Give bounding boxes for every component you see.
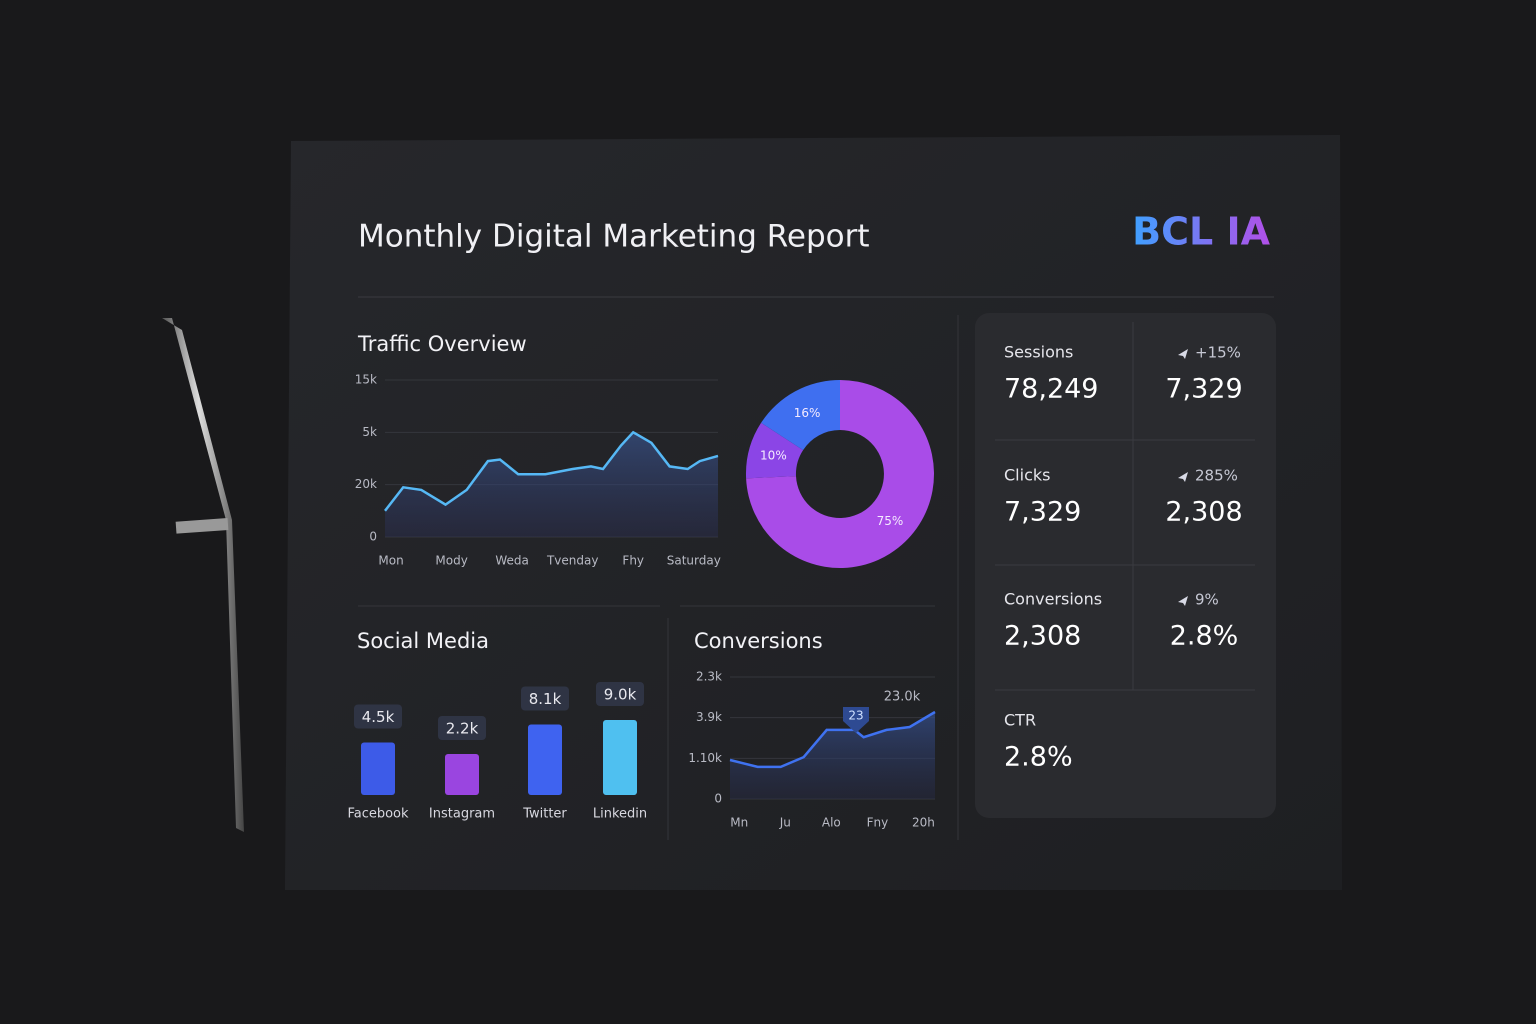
category-label: Facebook [347, 807, 409, 822]
x-tick-label: Mody [435, 554, 467, 568]
bar [361, 742, 395, 795]
x-tick-label: Tvenday [546, 554, 599, 568]
x-tick-label: Ju [779, 816, 791, 830]
slice-label: 10% [760, 448, 787, 462]
kpi-change: 285% [1195, 467, 1238, 485]
y-tick-label: 15k [355, 373, 377, 387]
kpi-change: 9% [1195, 591, 1219, 609]
x-tick-label: Alo [822, 816, 841, 830]
y-tick-label: 5k [362, 425, 377, 439]
y-tick-label: 1.10k [688, 751, 722, 765]
logo: BCL IA [1132, 210, 1270, 254]
bar-label: 8.1k [529, 690, 562, 708]
kpi-change: +15% [1195, 344, 1241, 362]
kpi-value: 78,249 [1004, 374, 1098, 405]
section-title: Conversions [694, 629, 823, 653]
x-tick-label: 20h [912, 816, 935, 830]
kpi-label: CTR [1004, 711, 1036, 730]
kpi-value: 2.8% [1004, 742, 1073, 773]
section-title: Traffic Overview [357, 332, 527, 356]
label-box [521, 686, 569, 711]
bar-label: 4.5k [362, 708, 395, 726]
label-box [354, 704, 402, 729]
y-tick-label: 3.9k [696, 710, 722, 724]
kpi-label: Clicks [1004, 466, 1050, 485]
category-label: Instagram [429, 807, 495, 822]
y-tick-label: 0 [714, 792, 722, 806]
report-title: Monthly Digital Marketing Report [358, 219, 870, 255]
kpi-value: 7,329 [1004, 497, 1081, 528]
kpi-label: Conversions [1004, 590, 1102, 609]
category-label: Linkedin [593, 807, 647, 822]
kpi-change-value: 7,329 [1165, 374, 1242, 405]
annotation: 23.0k [884, 690, 921, 705]
x-tick-label: Fhy [622, 554, 644, 568]
kpi-change-value: 2.8% [1170, 621, 1239, 652]
x-tick-label: Fny [867, 816, 889, 830]
category-label: Twitter [522, 807, 567, 822]
bar-label: 9.0k [604, 686, 637, 704]
x-tick-label: Weda [495, 554, 529, 568]
y-tick-label: 20k [355, 477, 377, 491]
y-tick-label: 2.3k [696, 670, 722, 684]
label-box [596, 682, 644, 706]
x-tick-label: Saturday [667, 554, 721, 568]
y-tick-label: 0 [369, 530, 377, 544]
kpi-value: 2,308 [1004, 621, 1081, 652]
kpi-label: Sessions [1004, 343, 1073, 362]
label-box [438, 716, 486, 740]
bar [528, 724, 562, 795]
annotation-bubble [843, 707, 869, 733]
area [730, 712, 935, 799]
bar [603, 720, 637, 795]
line [729, 710, 936, 769]
slice-label: 16% [794, 406, 821, 420]
section-title: Social Media [357, 629, 489, 653]
slice-label: 75% [877, 514, 904, 528]
area [385, 432, 718, 537]
trend-icon [1178, 349, 1188, 359]
pen [162, 318, 244, 832]
donut-slice [746, 380, 934, 568]
kpi-change-value: 2,308 [1165, 497, 1242, 528]
x-tick-label: Mon [378, 554, 403, 568]
line [384, 430, 719, 512]
trend-icon [1178, 472, 1188, 482]
x-tick-label: Mn [730, 816, 748, 830]
bar [445, 754, 479, 795]
donut-slice [761, 379, 840, 451]
donut-slice [745, 422, 804, 479]
trend-icon [1178, 596, 1188, 606]
annotation: 23 [848, 709, 863, 723]
bar-label: 2.2k [446, 720, 479, 738]
